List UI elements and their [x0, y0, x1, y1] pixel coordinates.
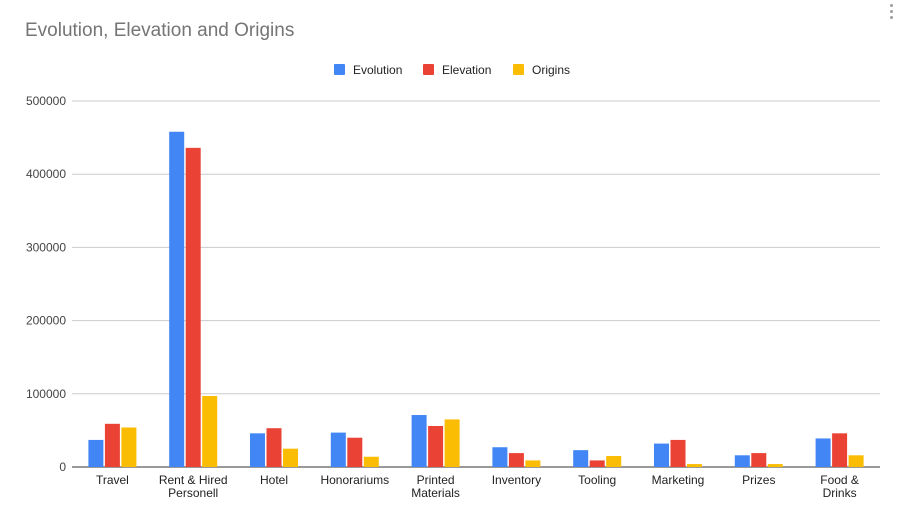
bar-elevation-7[interactable] — [670, 439, 686, 467]
legend-swatch-elevation — [423, 64, 434, 75]
y-tick-label: 100000 — [26, 387, 66, 401]
bar-origins-5[interactable] — [525, 460, 541, 467]
x-tick-label-line: Hotel — [260, 473, 288, 487]
x-tick-label-line: Printed — [417, 473, 455, 487]
bar-elevation-0[interactable] — [104, 423, 120, 467]
legend-label-elevation: Elevation — [442, 63, 491, 77]
x-tick-label: Tooling — [578, 473, 616, 487]
x-tick-label-line: Honorariums — [320, 473, 389, 487]
bar-evolution-5[interactable] — [492, 447, 508, 467]
legend: Evolution Elevation Origins — [334, 63, 570, 77]
bar-origins-3[interactable] — [363, 456, 379, 467]
bar-elevation-3[interactable] — [347, 437, 363, 467]
x-tick-label: Hotel — [260, 473, 288, 487]
x-tick-label-line: Drinks — [823, 486, 857, 500]
x-tick-label-line: Personell — [168, 486, 218, 500]
bar-origins-8[interactable] — [767, 464, 783, 467]
y-axis: 0 100000 200000 300000 400000 500000 — [26, 94, 66, 474]
x-tick-label-line: Rent & Hired — [159, 473, 228, 487]
bar-evolution-1[interactable] — [169, 131, 185, 467]
x-tick-label-line: Prizes — [742, 473, 775, 487]
chart-title: Evolution, Elevation and Origins — [25, 20, 295, 41]
legend-label-evolution: Evolution — [353, 63, 402, 77]
bars — [88, 131, 864, 467]
bar-evolution-7[interactable] — [654, 443, 669, 467]
bar-evolution-2[interactable] — [250, 433, 265, 467]
bar-elevation-1[interactable] — [185, 147, 201, 467]
bar-elevation-2[interactable] — [266, 428, 282, 467]
legend-label-origins: Origins — [532, 63, 570, 77]
x-tick-label-line: Travel — [96, 473, 129, 487]
bar-origins-9[interactable] — [848, 455, 864, 467]
bar-elevation-5[interactable] — [508, 453, 524, 467]
bar-evolution-0[interactable] — [88, 439, 104, 467]
bar-origins-2[interactable] — [283, 448, 298, 467]
x-tick-label: Travel — [96, 473, 129, 487]
bar-evolution-9[interactable] — [815, 438, 831, 467]
y-tick-label: 400000 — [26, 167, 66, 181]
bar-elevation-8[interactable] — [751, 453, 767, 467]
x-tick-label-line: Marketing — [652, 473, 705, 487]
y-tick-label: 500000 — [26, 94, 66, 108]
bar-origins-0[interactable] — [121, 427, 137, 467]
y-tick-label: 300000 — [26, 240, 66, 254]
x-tick-label: Rent & Hired Personell — [159, 473, 228, 500]
bar-elevation-4[interactable] — [428, 426, 444, 467]
bar-elevation-6[interactable] — [589, 460, 605, 467]
legend-swatch-origins — [513, 64, 524, 75]
x-tick-label: Food & Drinks — [820, 473, 859, 500]
bar-evolution-4[interactable] — [411, 415, 427, 467]
bar-evolution-8[interactable] — [734, 455, 750, 467]
bar-evolution-6[interactable] — [573, 450, 589, 467]
x-tick-label: Printed Materials — [411, 473, 460, 500]
y-tick-label: 200000 — [26, 314, 66, 328]
bar-elevation-9[interactable] — [832, 433, 848, 467]
bar-origins-4[interactable] — [444, 419, 460, 467]
x-tick-label: Honorariums — [320, 473, 389, 487]
x-tick-label-line: Tooling — [578, 473, 616, 487]
x-tick-label: Inventory — [492, 473, 541, 487]
legend-swatch-evolution — [334, 64, 345, 75]
bar-origins-7[interactable] — [687, 464, 702, 467]
y-tick-label: 0 — [59, 460, 66, 474]
x-tick-label-line: Inventory — [492, 473, 541, 487]
x-tick-label-line: Materials — [411, 486, 460, 500]
bar-origins-6[interactable] — [606, 456, 622, 467]
x-tick-label: Marketing — [652, 473, 705, 487]
x-axis: Travel Rent & Hired Personell Hotel Honorari… — [96, 473, 859, 500]
x-tick-label-line: Food & — [820, 473, 859, 487]
bar-origins-1[interactable] — [202, 395, 218, 467]
x-tick-label: Prizes — [742, 473, 775, 487]
chart-menu-icon[interactable] — [886, 4, 896, 24]
bar-evolution-3[interactable] — [330, 432, 346, 467]
